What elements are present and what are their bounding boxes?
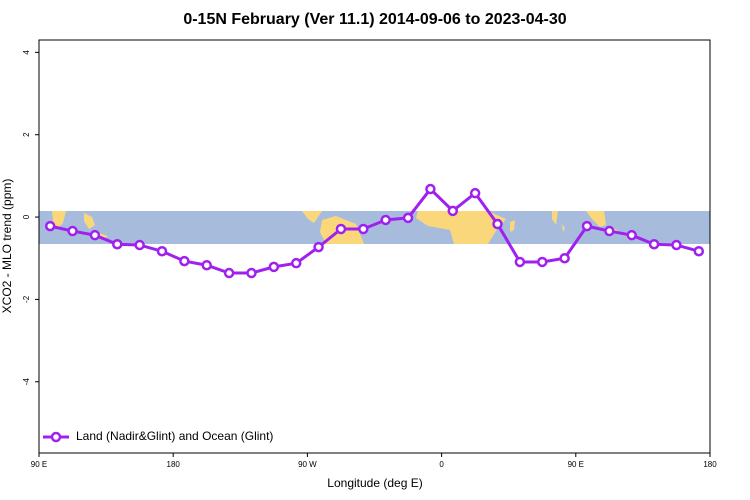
point xyxy=(693,245,705,257)
y-tick-label: -2 xyxy=(22,295,31,303)
point xyxy=(134,239,145,251)
y-tick-label: 0 xyxy=(22,214,31,219)
point xyxy=(537,256,548,268)
point xyxy=(402,212,414,224)
point xyxy=(559,252,570,264)
legend-marker xyxy=(50,431,62,443)
x-tick-label: 90 E xyxy=(568,460,584,469)
x-tick-label: 90 W xyxy=(298,460,317,469)
land xyxy=(586,211,636,240)
x-tick-label: 180 xyxy=(703,460,717,469)
point xyxy=(469,187,481,199)
land xyxy=(84,213,108,240)
point xyxy=(313,241,324,253)
point xyxy=(380,214,391,226)
chart-title: 0-15N February (Ver 11.1) 2014-09-06 to … xyxy=(183,11,566,28)
point xyxy=(425,183,436,195)
point xyxy=(604,225,615,237)
point xyxy=(223,267,235,279)
point xyxy=(179,255,190,267)
point xyxy=(201,259,212,271)
point xyxy=(246,267,257,279)
y-axis-label: XCO2 - MLO trend (ppm) xyxy=(0,179,14,314)
point xyxy=(290,257,302,269)
point xyxy=(492,218,503,230)
x-tick-label: 0 xyxy=(439,460,444,469)
point xyxy=(358,223,369,235)
y-tick-label: 4 xyxy=(22,50,31,55)
point xyxy=(648,238,660,250)
x-axis-label: Longitude (deg E) xyxy=(327,476,422,490)
point xyxy=(581,220,593,232)
land xyxy=(416,211,506,244)
land xyxy=(510,220,515,232)
y-tick-label: -4 xyxy=(22,378,31,386)
point xyxy=(89,229,101,241)
point xyxy=(268,261,280,273)
point xyxy=(626,229,637,241)
point xyxy=(447,205,459,217)
point xyxy=(335,223,347,235)
land xyxy=(552,211,565,232)
y-tick-label: 2 xyxy=(22,132,31,137)
point xyxy=(67,225,78,237)
point xyxy=(112,238,123,250)
point xyxy=(514,256,526,268)
legend-label: Land (Nadir&Glint) and Ocean (Glint) xyxy=(76,429,273,443)
point xyxy=(156,245,168,257)
point xyxy=(671,239,682,251)
plot-frame xyxy=(38,39,711,454)
point xyxy=(44,220,56,232)
x-tick-label: 180 xyxy=(167,460,181,469)
x-tick-label: 90 E xyxy=(31,460,47,469)
land xyxy=(52,211,66,229)
land xyxy=(302,211,322,223)
